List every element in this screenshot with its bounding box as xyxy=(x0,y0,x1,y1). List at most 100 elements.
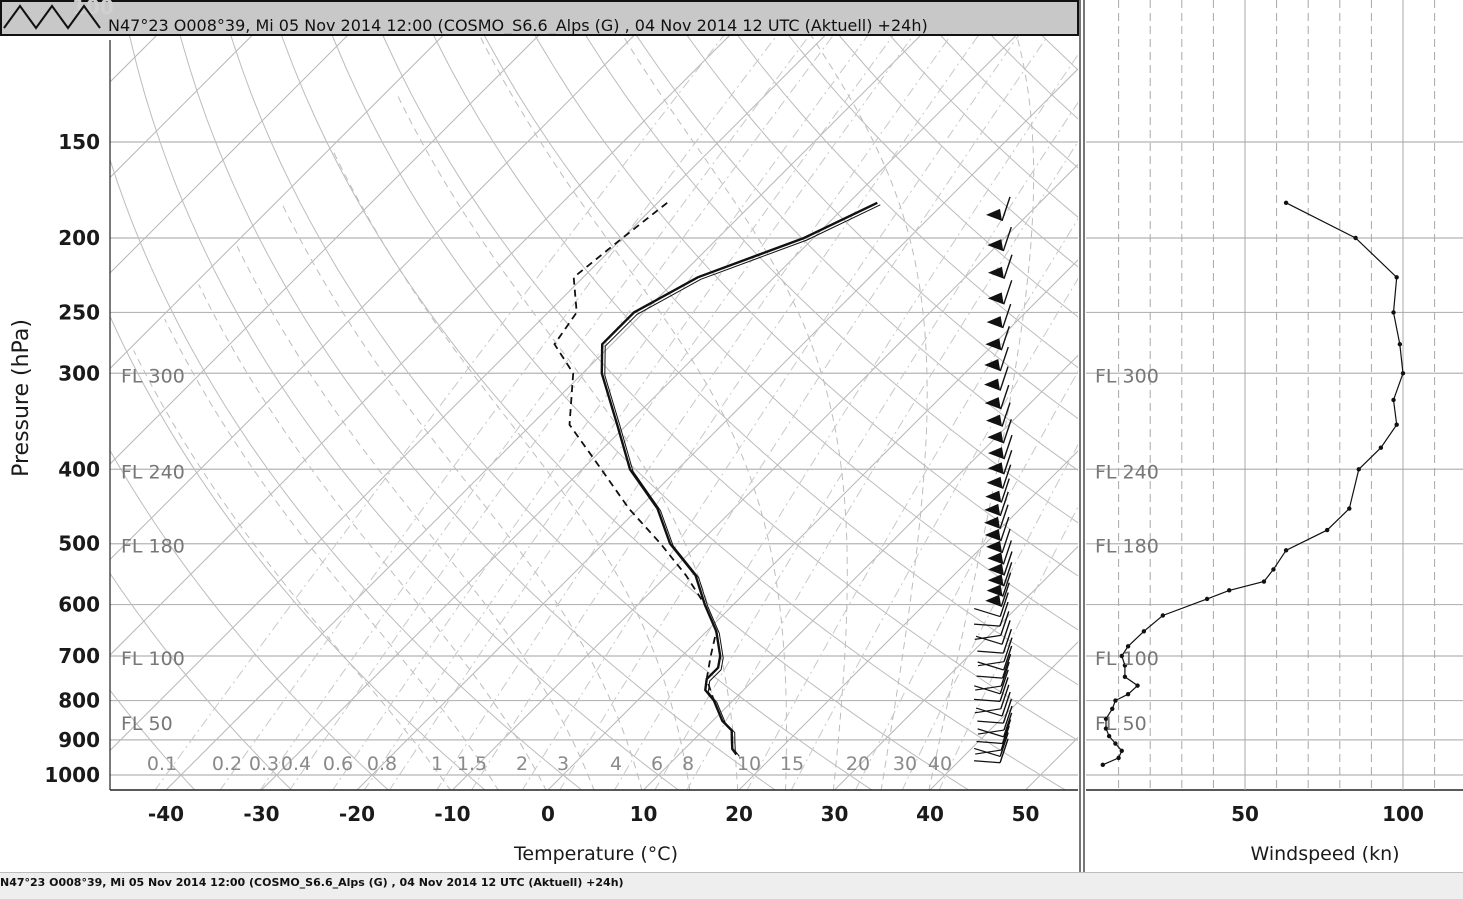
isotherm-line xyxy=(1120,0,1463,791)
windspeed-point xyxy=(1103,716,1109,722)
wind-barb-flag xyxy=(974,760,1001,764)
isotherm-line xyxy=(110,0,480,370)
mixing-ratio-label: 1 xyxy=(431,753,443,775)
wind-barb-staff xyxy=(1002,226,1012,252)
header-title: N47°23 O008°39, Mi 05 Nov 2014 12:00 (CO… xyxy=(108,16,928,36)
y-tick-label: 400 xyxy=(58,457,100,481)
x-tick-label: -20 xyxy=(339,802,375,826)
moist-adiabat xyxy=(164,318,499,790)
x-tick-label: -40 xyxy=(148,802,184,826)
windspeed-point xyxy=(1353,235,1358,241)
wind-barb-staff xyxy=(1000,582,1010,607)
windspeed-point xyxy=(1113,698,1118,703)
x-tick-label: 40 xyxy=(916,802,944,826)
wind-barb-flag xyxy=(974,698,1001,702)
windspeed-point xyxy=(1394,275,1399,280)
isotherm-line xyxy=(165,0,957,790)
mixing-ratio-line xyxy=(654,101,1078,790)
dry-adiabat xyxy=(515,0,1078,577)
isotherm-line xyxy=(110,0,862,752)
wind-barb-staff xyxy=(1001,402,1011,427)
wind-barb-flag xyxy=(974,708,1001,714)
wave-zigzag-icon[interactable] xyxy=(3,4,101,30)
wind-barb-staff xyxy=(1001,719,1012,744)
wind-barb-staff xyxy=(1000,611,1010,636)
y-tick-label: 250 xyxy=(58,300,100,324)
wind-barb-pennant xyxy=(986,316,1003,329)
isotherm-line xyxy=(356,68,1078,790)
wind-barb-staff xyxy=(1000,725,1010,751)
x-axis-title: Temperature (°C) xyxy=(513,843,678,865)
mixing-ratio-label: 4 xyxy=(610,753,622,775)
dry-adiabat xyxy=(170,0,777,790)
dry-adiabat xyxy=(465,0,1078,631)
wind-barb-flag xyxy=(974,607,1001,618)
temperature-profile-shadow xyxy=(604,204,881,757)
wind-barb-pennant xyxy=(987,266,1004,279)
wind-barb-staff xyxy=(1003,434,1013,460)
mixing-ratio-label: 0.6 xyxy=(323,753,353,775)
wind-barb-staff xyxy=(1001,196,1011,222)
dry-adiabat xyxy=(367,0,1078,742)
moist-adiabat xyxy=(333,152,691,790)
wind-barb-staff xyxy=(1002,698,1013,724)
wind-barb-staff xyxy=(1001,691,1011,717)
mixing-ratio-label: 3 xyxy=(557,753,569,775)
wind-barb-staff xyxy=(1001,572,1012,597)
wind-barb-flag xyxy=(975,749,1002,755)
isotherm-line xyxy=(738,450,1078,790)
mixing-ratio-line xyxy=(388,0,940,790)
y-tick-label: 1000 xyxy=(44,763,100,787)
mixing-ratio-label: 2 xyxy=(516,753,528,775)
y-axis-title: Pressure (hPa) xyxy=(9,319,34,477)
mixing-ratio-line xyxy=(613,53,1078,790)
dry-adiabat xyxy=(1006,0,1078,71)
wind-barb-staff xyxy=(999,491,1009,517)
wind-barb-staff xyxy=(1000,326,1010,351)
mixing-ratio-line xyxy=(559,0,1074,790)
mixing-ratio-label: 30 xyxy=(893,753,917,775)
wind-barbs xyxy=(974,196,1013,764)
flight-level-label: FL 300 xyxy=(121,365,185,387)
wind-barb-pennant xyxy=(986,476,1003,489)
wind-barb-staff xyxy=(1003,450,1013,475)
moist-adiabat xyxy=(472,22,787,790)
dry-adiabat xyxy=(110,315,486,790)
mixing-ratio-line xyxy=(436,0,977,790)
wind-barb-staff xyxy=(1003,705,1013,731)
mixing-ratio-label: 1.5 xyxy=(457,753,487,775)
wind-barb-staff xyxy=(999,346,1009,372)
wind-barb-pennant xyxy=(984,516,1001,529)
wind-barb-pennant xyxy=(986,540,1003,553)
windspeed-point xyxy=(1119,748,1124,753)
windspeed-grid xyxy=(1086,0,1463,790)
wind-barb-pennant xyxy=(984,378,1001,391)
mixing-ratio-label: 8 xyxy=(682,753,694,775)
skewt-grid xyxy=(110,0,1463,791)
windspeed-point xyxy=(1400,371,1406,376)
wind-barb-staff xyxy=(1002,628,1013,654)
wind-barb-pennant xyxy=(987,462,1004,475)
dry-adiabat xyxy=(110,572,293,790)
skewt-profiles xyxy=(553,201,881,757)
windspeed-point xyxy=(1122,674,1128,679)
windspeed-point xyxy=(1378,445,1384,450)
wind-barb-pennant xyxy=(987,239,1004,252)
wind-barb-staff xyxy=(1000,478,1010,503)
windspeed-point xyxy=(1391,397,1396,403)
mixing-ratio-line xyxy=(471,0,1005,790)
wind-barb-pennant xyxy=(986,584,1003,597)
windspeed-point xyxy=(1141,629,1147,634)
wind-barb-flag xyxy=(974,623,1001,627)
dry-adiabat xyxy=(613,0,1078,471)
dry-adiabat xyxy=(110,449,390,790)
x-tick-label: -10 xyxy=(434,802,470,826)
moist-adiabat xyxy=(928,6,1035,790)
windspeed-point xyxy=(1347,506,1352,511)
wind-barb-staff xyxy=(1002,540,1013,565)
wind-barb-staff xyxy=(1003,551,1013,576)
windspeed-line xyxy=(1102,202,1404,766)
flight-level-label: FL 50 xyxy=(121,713,173,735)
isotherm-line xyxy=(1024,736,1078,790)
